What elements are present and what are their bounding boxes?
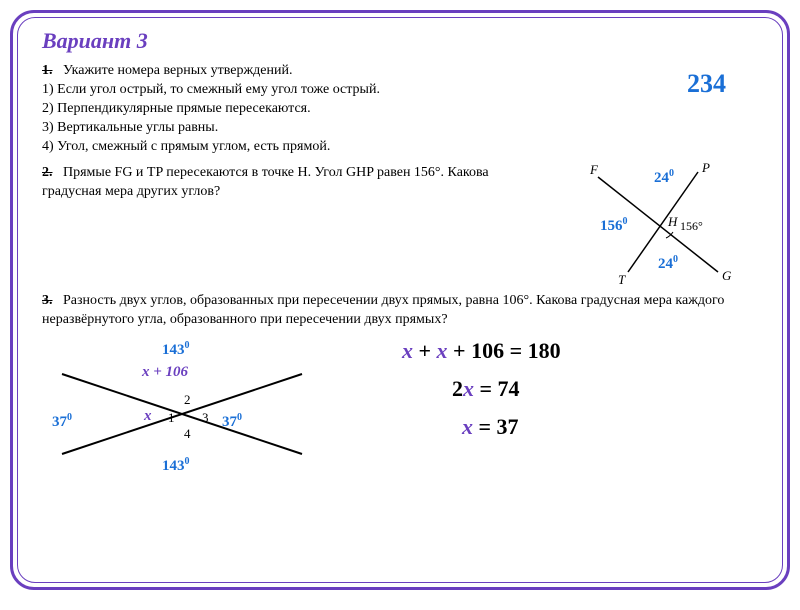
q-3: 3 [202, 410, 209, 425]
q-1: 1 [168, 410, 175, 425]
task3-solution: 1 2 3 4 1430 370 370 1430 x x + 106 x + … [42, 338, 758, 478]
task2: 2. Прямые FG и TP пересекаются в точке H… [42, 164, 758, 284]
label-P: P [701, 160, 710, 175]
task1-answer: 234 [687, 66, 726, 101]
q-2: 2 [184, 392, 191, 407]
annot-37-left: 370 [52, 412, 72, 430]
task3-figure: 1 2 3 4 1430 370 370 1430 x x + 106 [32, 334, 332, 484]
annot-24-bot: 240 [658, 254, 678, 272]
annot-x: x [143, 408, 152, 424]
annot-156: 1560 [600, 216, 628, 234]
annot-xplus: x + 106 [141, 364, 189, 380]
variant-title: Вариант 3 [42, 28, 758, 54]
task1-s2: 2) Перпендикулярные прямые пересекаются. [42, 101, 311, 116]
task3-text: Разность двух углов, образованных при пе… [42, 293, 724, 327]
annot-37-right: 370 [222, 412, 242, 430]
task1-s1: 1) Если угол острый, то смежный ему угол… [42, 82, 380, 97]
label-G: G [722, 268, 732, 283]
eq3: x = 37 [402, 414, 561, 440]
task1-s4: 4) Угол, смежный с прямым углом, есть пр… [42, 139, 330, 154]
task3: 3. Разность двух углов, образованных при… [42, 292, 758, 330]
equations: x + x + 106 = 180 2x = 74 x = 37 [402, 338, 561, 440]
annot-24-top: 240 [654, 168, 674, 186]
task1-s3: 3) Вертикальные углы равны. [42, 120, 218, 135]
eq2: 2x = 74 [402, 376, 561, 402]
inner-frame: Вариант 3 234 1. Укажите номера верных у… [17, 17, 783, 583]
label-H: H [667, 214, 678, 229]
annot-143-bot: 1430 [162, 456, 190, 474]
task1-lead: Укажите номера верных утверждений. [63, 63, 292, 78]
task2-figure: F P T G H 156° 240 1560 240 [568, 152, 768, 292]
eq1: x + x + 106 = 180 [402, 338, 561, 364]
label-F: F [589, 162, 599, 177]
task1: 234 1. Укажите номера верных утверждений… [42, 62, 758, 156]
task3-num: 3. [42, 293, 53, 308]
given-156: 156° [680, 219, 703, 233]
task2-num: 2. [42, 165, 53, 180]
q-4: 4 [184, 426, 191, 441]
outer-frame: Вариант 3 234 1. Укажите номера верных у… [10, 10, 790, 590]
label-T: T [618, 272, 626, 287]
annot-143-top: 1430 [162, 340, 190, 358]
task2-text: Прямые FG и TP пересекаются в точке H. У… [42, 165, 489, 199]
task1-num: 1. [42, 63, 53, 78]
